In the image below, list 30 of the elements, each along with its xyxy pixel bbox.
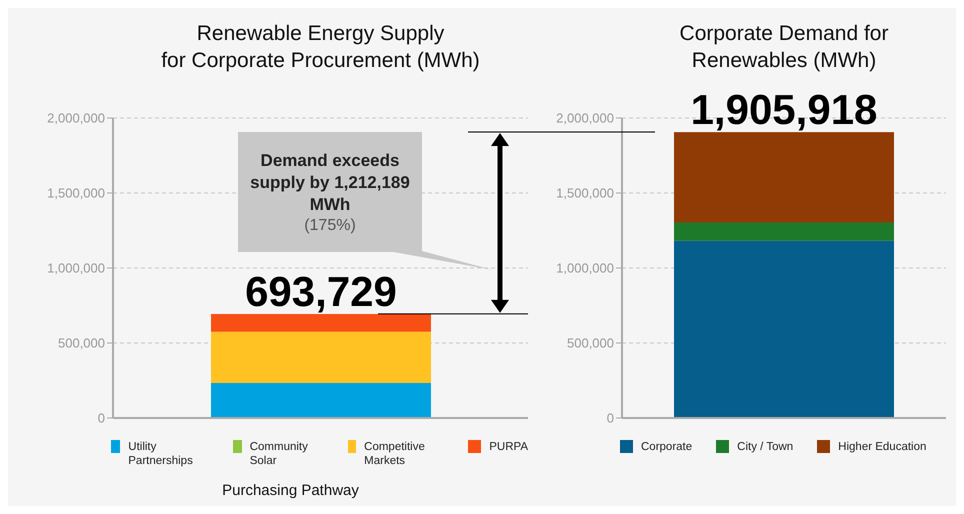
legend-label: PURPA [489,440,528,454]
legend-label: Community Solar [250,440,309,468]
legend-label: Utility Partnerships [128,440,194,468]
legend-label: Higher Education [838,440,926,454]
chart-title: Renewable Energy Supply for Corporate Procurement (MWh) [160,21,481,74]
y-tick-label: 0 [98,410,105,426]
bar [674,222,894,241]
bar [211,332,431,384]
y-tick-label: 1,500,000 [47,186,105,201]
legend-label: City / Town [737,440,794,454]
legend-label: Competitive Markets [364,440,426,468]
y-tick-label: 500,000 [567,336,614,351]
bar [674,132,894,223]
chart-title: Corporate Demand for Renewables (MWh) [678,21,890,74]
y-tick-label: 1,500,000 [556,186,614,201]
bar [211,314,431,332]
y-tick-label: 1,000,000 [556,260,614,276]
bar [674,240,894,418]
total-label: 1,905,918 [690,86,878,134]
y-tick-label: 500,000 [58,336,105,351]
y-tick-label: 0 [606,410,614,426]
bar [211,383,431,418]
x-axis-title: Purchasing Pathway [221,482,360,499]
legend-label: Corporate [641,440,692,454]
annotation: (175%) [303,216,357,236]
annotation: Demand exceeds supply by 1,212,189 MWh [249,150,411,216]
y-tick-label: 2,000,000 [556,110,614,126]
total-label: 693,729 [245,268,397,315]
y-tick-label: 2,000,000 [47,110,105,126]
y-tick-label: 1,000,000 [47,260,105,276]
